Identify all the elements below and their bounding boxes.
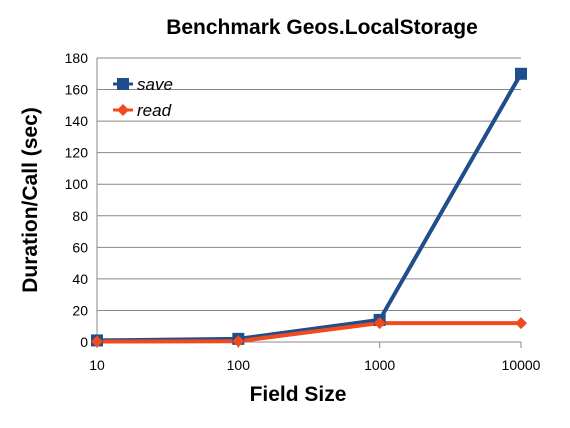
point-read	[515, 317, 527, 330]
series-line-read	[96, 321, 521, 344]
y-tick-label: 100	[65, 176, 89, 192]
point-read	[232, 335, 245, 348]
x-tick-label: 100	[227, 357, 251, 373]
y-tick-label: 20	[72, 302, 88, 318]
legend-label-read: read	[137, 101, 172, 120]
y-tick-label: 80	[72, 208, 88, 224]
y-tick-label: 160	[65, 82, 89, 98]
point-read	[373, 317, 386, 330]
legend: save read	[113, 75, 173, 120]
y-tick-label: 60	[72, 239, 88, 255]
point-read	[91, 335, 103, 348]
y-tick-label: 40	[72, 271, 88, 287]
legend-label-save: save	[137, 75, 173, 94]
y-axis-title: Duration/Call (sec)	[19, 107, 42, 293]
x-tick-label: 10000	[502, 357, 541, 373]
series-layer	[91, 67, 527, 348]
y-tick-label: 140	[65, 113, 89, 129]
y-tick-label: 180	[65, 50, 89, 66]
x-tick-label: 1000	[364, 357, 395, 373]
x-axis-title: Field Size	[250, 383, 347, 406]
chart-title: Benchmark Geos.LocalStorage	[166, 16, 478, 39]
y-tick-labels: 0 20 40 60 80 100 120 140 160 180	[65, 50, 89, 350]
legend-marker-save	[117, 78, 129, 90]
x-tick-label: 10	[89, 357, 105, 373]
y-tick-label: 120	[65, 145, 89, 161]
point-save	[515, 67, 527, 80]
legend-marker-read	[117, 104, 129, 116]
x-tick-labels: 10 100 1000 10000	[89, 357, 540, 373]
y-tick-label: 0	[80, 334, 88, 350]
